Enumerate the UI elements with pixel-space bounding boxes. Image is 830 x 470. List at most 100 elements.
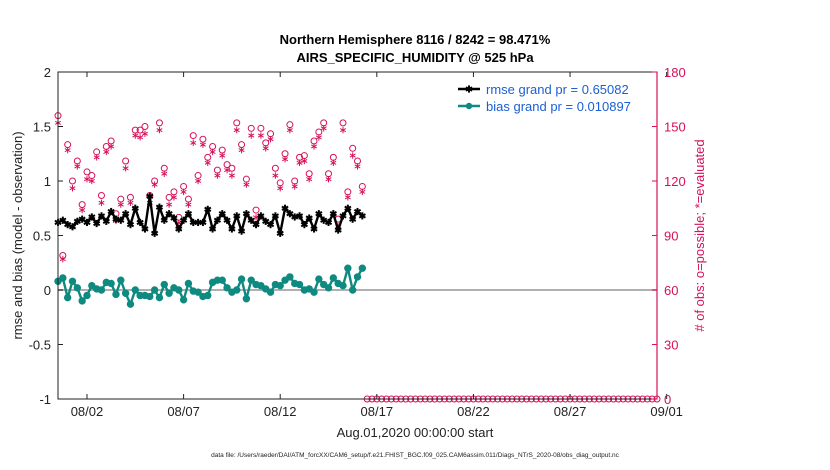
rmse-point <box>349 215 357 223</box>
rmse-point <box>107 207 115 216</box>
obs-possible-point <box>242 175 250 183</box>
rmse-point <box>233 212 241 220</box>
bias-point <box>63 293 72 302</box>
obs-evaluated-point <box>79 206 86 214</box>
rmse-series <box>54 192 366 237</box>
bias-point <box>344 264 352 272</box>
rmse-point <box>160 216 168 224</box>
rmse-point <box>170 214 178 222</box>
bias-point <box>348 286 357 294</box>
obs-evaluated-point <box>88 177 95 185</box>
bias-point <box>194 288 202 296</box>
obs-evaluated-point <box>339 126 347 134</box>
obs-possible-point <box>257 124 265 132</box>
data-file-footer: data file: /Users/raeder/DAI/ATM_forcXX/… <box>211 452 619 459</box>
rmse-point <box>165 210 173 218</box>
obs-evaluated-point <box>320 125 327 132</box>
rmse-point <box>126 221 135 229</box>
bias-point <box>175 286 183 294</box>
obs-possible-point <box>213 166 221 174</box>
obs-evaluated-point <box>122 165 129 172</box>
rmse-point <box>208 225 217 233</box>
obs-evaluated-point <box>301 157 308 165</box>
obs-evaluated-point <box>243 181 250 188</box>
plot-frame <box>57 71 658 400</box>
rmse-point <box>141 225 149 233</box>
rmse-point <box>295 212 304 220</box>
axes: 08/02 08/07 08/12 08/17 08/22 08/27 09/01 -1 -0.… <box>29 65 686 419</box>
obs-possible-point <box>349 144 357 152</box>
obs-possible-point <box>344 188 352 196</box>
legend-rmse-label: rmse grand pr = 0.65082 <box>486 82 629 97</box>
y-right-tick-label: 60 <box>664 283 678 298</box>
obs-possible-point <box>180 182 188 190</box>
bias-point <box>179 296 188 304</box>
obs-possible-point <box>354 157 361 165</box>
obs-possible-point <box>233 119 241 127</box>
obs-possible-point <box>141 123 149 130</box>
rmse-point <box>334 226 342 234</box>
y-tick-label: 2 <box>44 65 51 80</box>
x-tick-label: 08/22 <box>457 404 490 419</box>
obs-possible-point <box>286 121 294 129</box>
obs-evaluated-point <box>98 199 105 206</box>
obs-evaluated-point <box>170 194 177 201</box>
obs-evaluated-point <box>156 126 163 134</box>
bias-point <box>204 291 212 300</box>
bias-line <box>57 267 364 306</box>
legend: rmse grand pr = 0.65082 bias grand pr = 0… <box>458 82 631 114</box>
y-tick-label: 0.5 <box>33 229 51 244</box>
bias-point <box>107 279 115 288</box>
y-tick-label: 0 <box>44 283 51 298</box>
rmse-point <box>155 203 164 211</box>
obs-possible-point <box>339 119 347 127</box>
obs-evaluated-point <box>282 156 289 163</box>
bias-series <box>54 264 367 308</box>
bias-point <box>73 284 82 292</box>
rmse-point <box>305 214 313 222</box>
obs-evaluated-point <box>83 175 91 183</box>
x-tick-label: 09/01 <box>650 404 683 419</box>
obs-possible-point <box>122 157 130 165</box>
y-right-tick-label: 0 <box>664 392 671 407</box>
bias-point <box>155 293 164 302</box>
rmse-point <box>324 218 333 227</box>
rmse-point <box>228 225 236 233</box>
rmse-point <box>131 204 139 212</box>
obs-possible-point <box>102 142 110 150</box>
obs-possible-point <box>329 153 337 161</box>
bias-point <box>146 292 154 301</box>
obs-evaluated-point <box>117 201 124 208</box>
obs-evaluated-point <box>185 201 192 208</box>
obs-possible-point <box>93 148 101 156</box>
chart-subtitle: AIRS_SPECIFIC_HUMIDITY @ 525 hPa <box>296 50 534 65</box>
obs-possible-point <box>209 142 217 150</box>
rmse-point <box>184 210 193 218</box>
obs-possible-point <box>238 141 246 149</box>
obs-possible-point <box>276 179 284 187</box>
bias-point <box>97 286 106 294</box>
rmse-point <box>199 218 207 227</box>
chart-title: Northern Hemisphere 8116 / 8242 = 98.471… <box>279 32 551 47</box>
y-right-tick-label: 180 <box>664 65 686 80</box>
obs-evaluated-point <box>137 134 144 141</box>
obs-possible-point <box>107 137 115 145</box>
rmse-line <box>57 195 364 235</box>
obs-evaluated-point <box>228 172 235 179</box>
rmse-point <box>300 221 308 229</box>
obs-evaluated-point <box>214 172 221 179</box>
y-axis-label-left: rmse and bias (model - observation) <box>10 131 25 339</box>
obs-evaluated-point <box>180 188 187 196</box>
obs-evaluated-point <box>127 199 134 206</box>
obs-evaluated-point <box>238 146 245 154</box>
bias-point <box>184 279 193 288</box>
rmse-point <box>146 192 154 200</box>
x-tick-label: 08/02 <box>71 404 104 419</box>
obs-evaluated-point <box>219 152 226 159</box>
bias-point <box>276 281 284 290</box>
obs-evaluated-point <box>277 185 284 192</box>
obs-possible-point <box>97 192 105 200</box>
obs-evaluated-point <box>349 152 356 159</box>
bias-point <box>68 277 77 285</box>
